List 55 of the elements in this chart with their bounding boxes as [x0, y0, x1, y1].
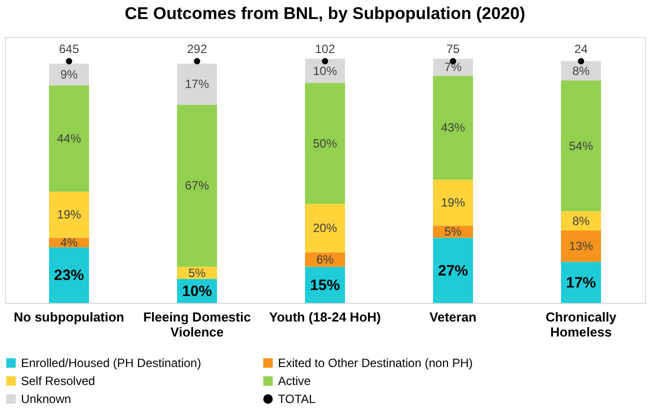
bar: [49, 85, 89, 192]
data-label: 27%: [438, 262, 468, 280]
bar: [561, 262, 601, 303]
bar: [561, 211, 601, 230]
bar: [433, 76, 473, 180]
data-label: 50%: [312, 136, 338, 150]
bar: [561, 230, 601, 262]
x-tick-label: Youth (18-24 HoH): [269, 310, 381, 324]
data-label: 9%: [60, 67, 78, 82]
data-label: 5%: [444, 224, 462, 239]
data-label: 8%: [572, 214, 590, 228]
bar: [177, 104, 217, 267]
data-label: 17%: [566, 274, 596, 292]
data-label: 20%: [312, 221, 338, 236]
bar: [305, 82, 345, 204]
bar: [433, 180, 473, 226]
legend-label: Active: [278, 374, 312, 388]
data-label: 54%: [568, 138, 594, 153]
annotation: 75: [446, 42, 460, 56]
data-label: 19%: [440, 196, 466, 210]
data-label: 13%: [568, 239, 594, 254]
bar: [49, 247, 89, 303]
data-label: 44%: [56, 132, 82, 146]
legend-label: TOTAL: [278, 392, 316, 406]
x-tick-label: Chronically Homeless: [546, 310, 618, 340]
data-label: 6%: [316, 252, 334, 266]
x-tick-label: No subpopulation: [14, 310, 124, 324]
data-label: 15%: [310, 276, 340, 294]
annotation: 645: [58, 42, 80, 56]
annotation: 24: [574, 42, 588, 56]
x-tick-label: Veteran: [430, 310, 477, 324]
bar: [561, 80, 601, 212]
data-label: 23%: [54, 267, 84, 284]
bar: [49, 64, 89, 86]
legend-label: Self Resolved: [21, 374, 96, 388]
data-label: 4%: [60, 236, 78, 250]
x-tick-label: Fleeing Domestic Violence: [143, 310, 251, 340]
bar: [305, 204, 345, 252]
bar: [49, 192, 89, 238]
bar: [433, 238, 473, 303]
data-label: 10%: [312, 64, 338, 78]
data-label: 43%: [440, 120, 466, 135]
annotation: 292: [186, 42, 208, 56]
data-label: 10%: [182, 282, 212, 300]
legend-label: Unknown: [21, 392, 72, 406]
chart-title: CE Outcomes from BNL, by Subpopulation (2020): [124, 4, 526, 23]
data-label: 5%: [188, 266, 206, 280]
data-label: 67%: [184, 178, 210, 193]
bar: [177, 64, 217, 105]
legend-label: Exited to Other Destination (non PH): [278, 356, 473, 370]
legend-label: Enrolled/Housed (PH Destination): [21, 356, 202, 370]
annotation: 102: [314, 42, 336, 56]
data-label: 19%: [56, 208, 82, 222]
data-label: 8%: [572, 64, 590, 78]
data-label: 17%: [184, 77, 210, 92]
